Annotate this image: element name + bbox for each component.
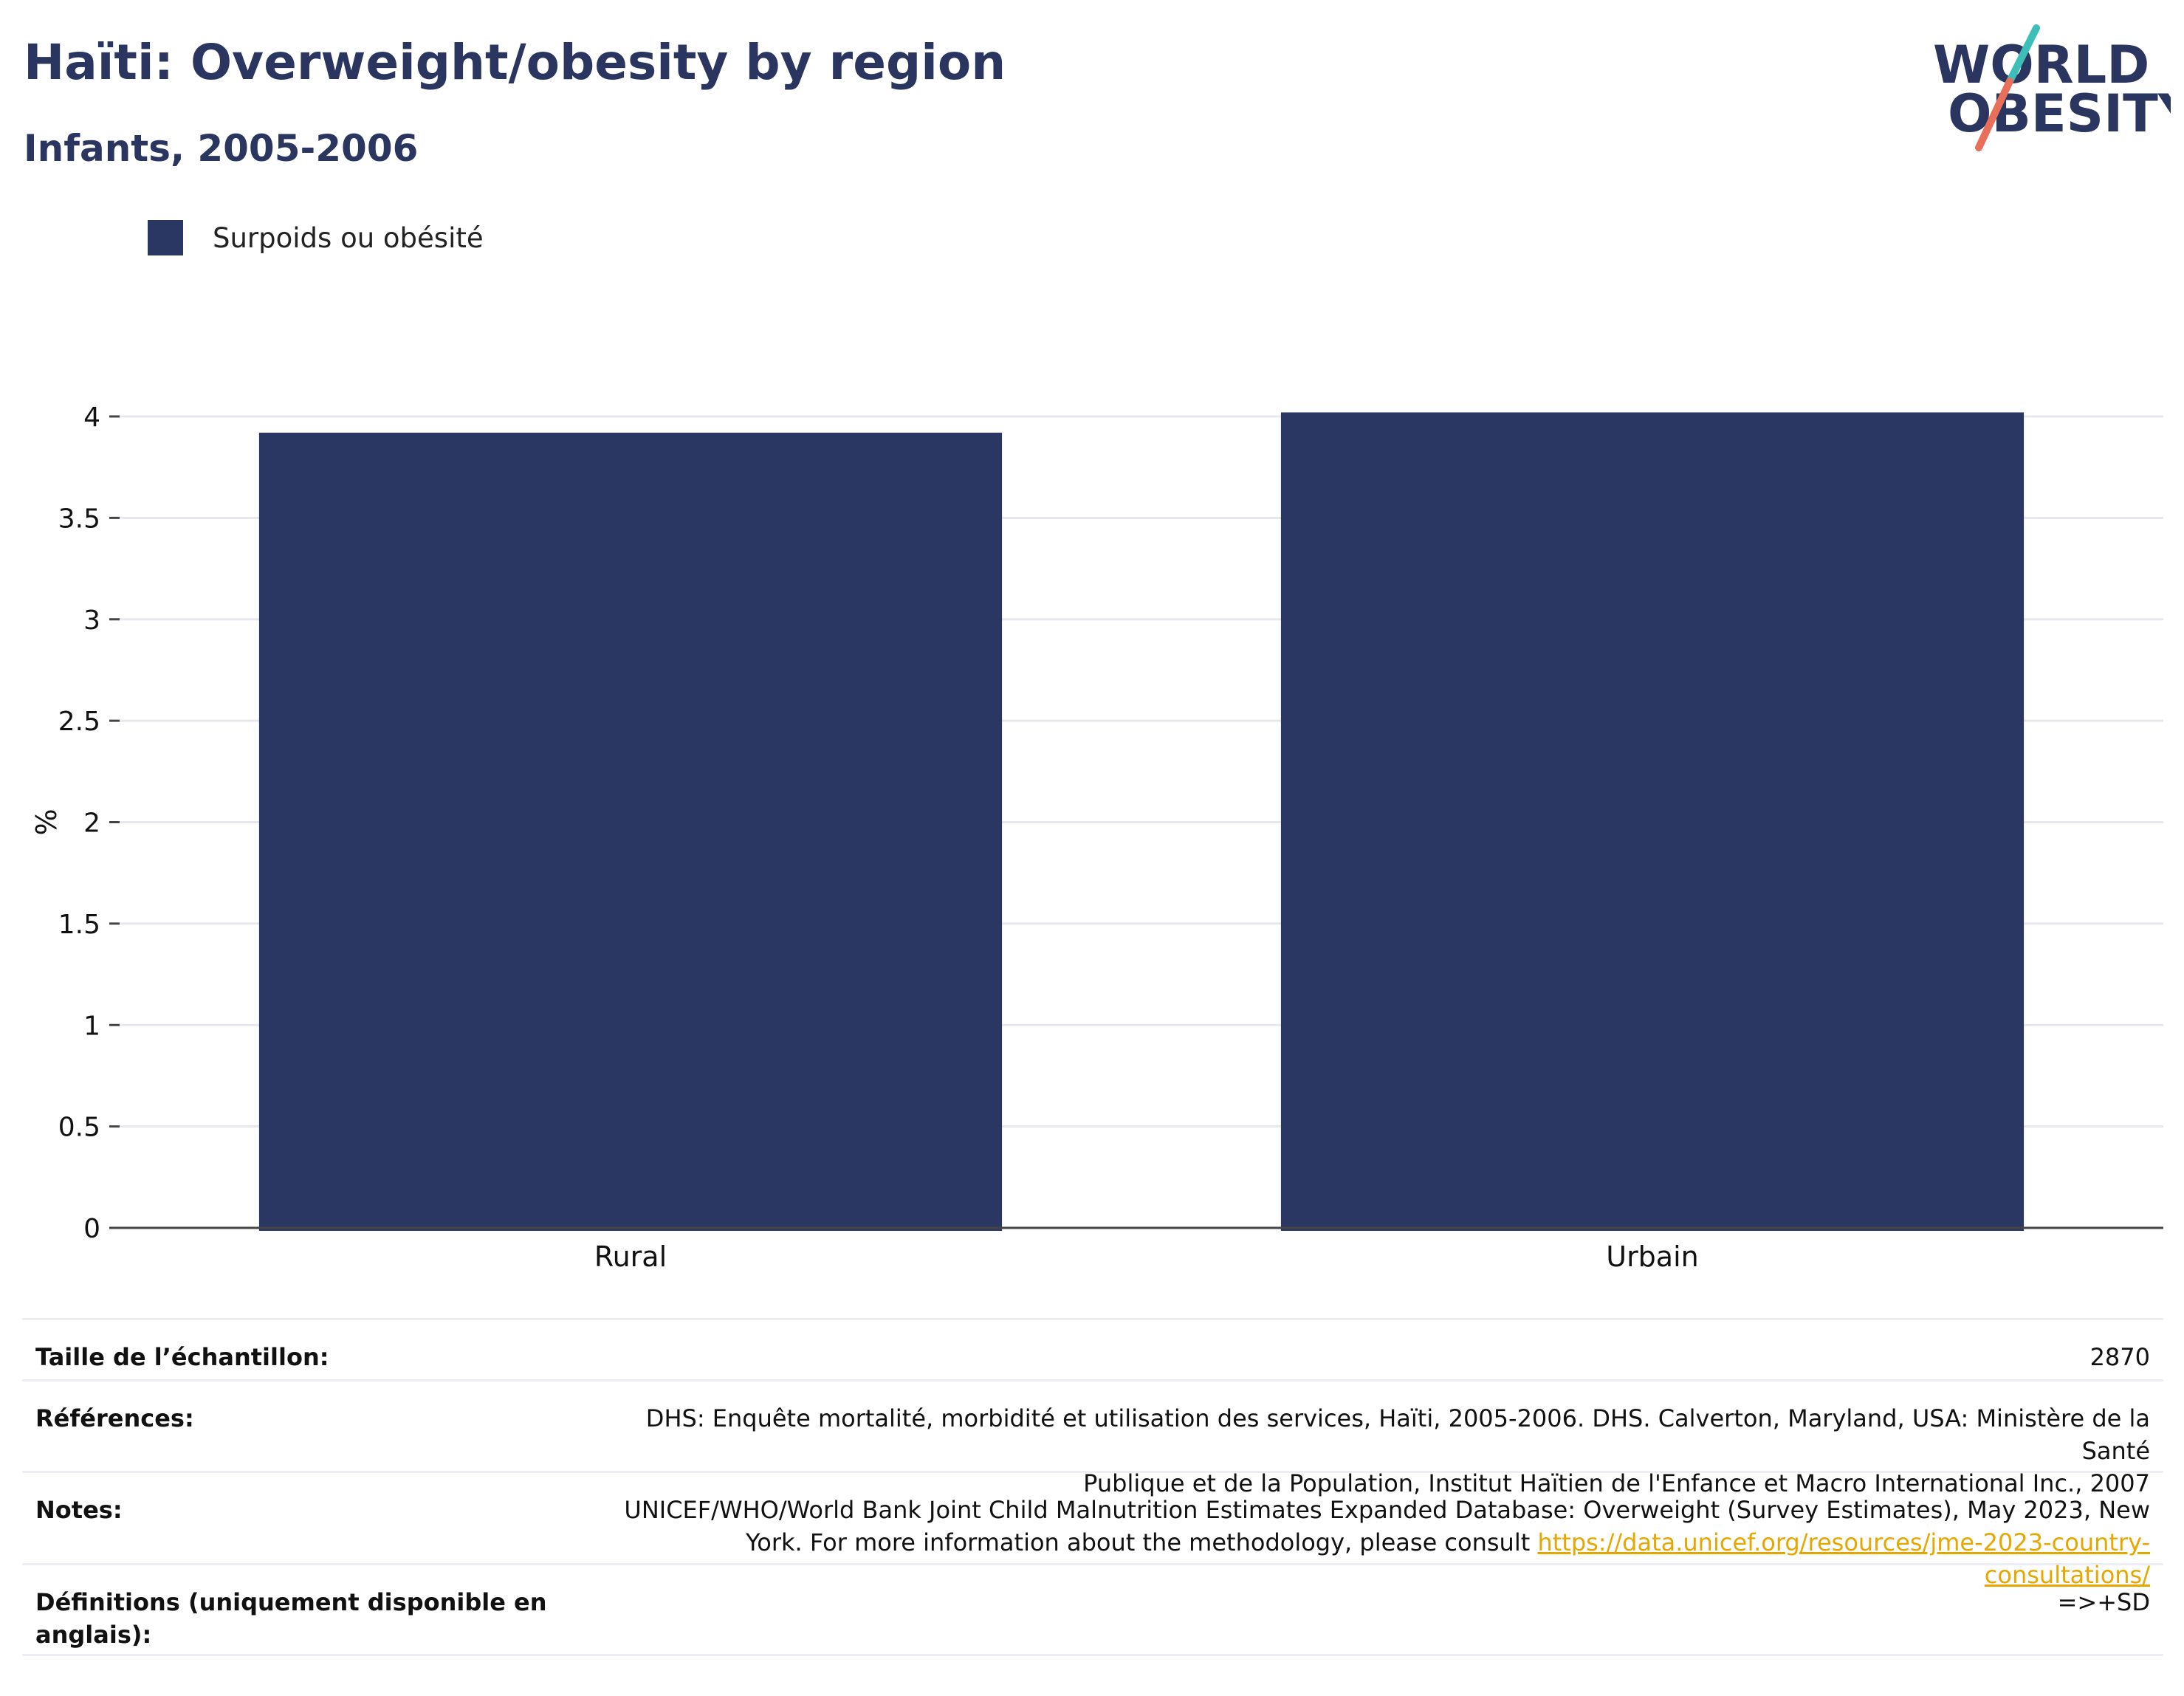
references-line-2: Publique et de la Population, Institut H…: [1083, 1469, 2150, 1497]
definitions-label: Définitions (uniquement disponible en an…: [35, 1588, 547, 1649]
y-tick-label: 2.5: [58, 707, 100, 737]
definitions-value: =>+SD: [2057, 1588, 2150, 1616]
y-tick-label: 4: [83, 402, 100, 433]
y-axis-ticks: 0 0.5 1 1.5 2 2.5 3 3.5 4: [58, 402, 120, 1244]
logo-word-world: WORLD: [1933, 35, 2149, 95]
x-tick-label: Urbain: [1606, 1240, 1699, 1273]
bars: [258, 412, 2025, 1231]
notes-line-1: UNICEF/WHO/World Bank Joint Child Malnut…: [624, 1496, 2150, 1524]
methodology-link[interactable]: https://data.unicef.org/resources/jme-20…: [1537, 1528, 2150, 1589]
references-line-1: DHS: Enquête mortalité, morbidité et uti…: [645, 1404, 2150, 1465]
notes-value: UNICEF/WHO/World Bank Joint Child Malnut…: [600, 1494, 2150, 1591]
notes-row: Notes: UNICEF/WHO/World Bank Joint Child…: [22, 1471, 2163, 1589]
y-tick-label: 0.5: [58, 1113, 100, 1143]
bar-rural: [258, 432, 1003, 1231]
notes-line-2: York. For more information about the met…: [745, 1528, 1538, 1556]
sample-size-row: Taille de l’échantillon: 2870: [22, 1318, 2163, 1379]
bar-urbain: [1280, 412, 2025, 1231]
definitions-row: Définitions (uniquement disponible en an…: [22, 1563, 2163, 1656]
y-tick-label: 3: [83, 605, 100, 636]
sample-size-label: Taille de l’échantillon:: [35, 1343, 329, 1371]
logo-slash-top: [2006, 24, 2040, 85]
chart-title: Haïti: Overweight/obesity by region: [24, 34, 1006, 91]
legend[interactable]: Surpoids ou obésité: [148, 220, 484, 255]
chart-subtitle: Infants, 2005-2006: [24, 127, 419, 170]
y-tick-label: 0: [83, 1214, 100, 1244]
references-value: DHS: Enquête mortalité, morbidité et uti…: [600, 1402, 2150, 1500]
sample-size-value: 2870: [2089, 1343, 2150, 1371]
info-table: Taille de l’échantillon: 2870 Références…: [22, 1318, 2163, 1656]
x-axis-labels: Rural Urbain: [594, 1240, 1699, 1273]
legend-swatch: [148, 220, 183, 255]
references-label: Références:: [35, 1404, 194, 1432]
logo-slash-bottom: [1975, 78, 2013, 151]
bar-chart: 0 0.5 1 1.5 2 2.5 3 3.5 4 Rural Urbain %: [30, 402, 2163, 1273]
x-tick-label: Rural: [594, 1240, 667, 1273]
y-tick-label: 3.5: [58, 504, 100, 534]
notes-label: Notes:: [35, 1496, 123, 1524]
y-tick-label: 1.5: [58, 910, 100, 940]
references-row: Références: DHS: Enquête mortalité, morb…: [22, 1379, 2163, 1497]
y-tick-label: 1: [83, 1011, 100, 1041]
world-obesity-logo: WORLD OBESITY: [1933, 24, 2171, 151]
legend-label: Surpoids ou obésité: [213, 222, 484, 254]
y-axis-label: %: [30, 808, 63, 835]
y-tick-label: 2: [83, 808, 100, 839]
